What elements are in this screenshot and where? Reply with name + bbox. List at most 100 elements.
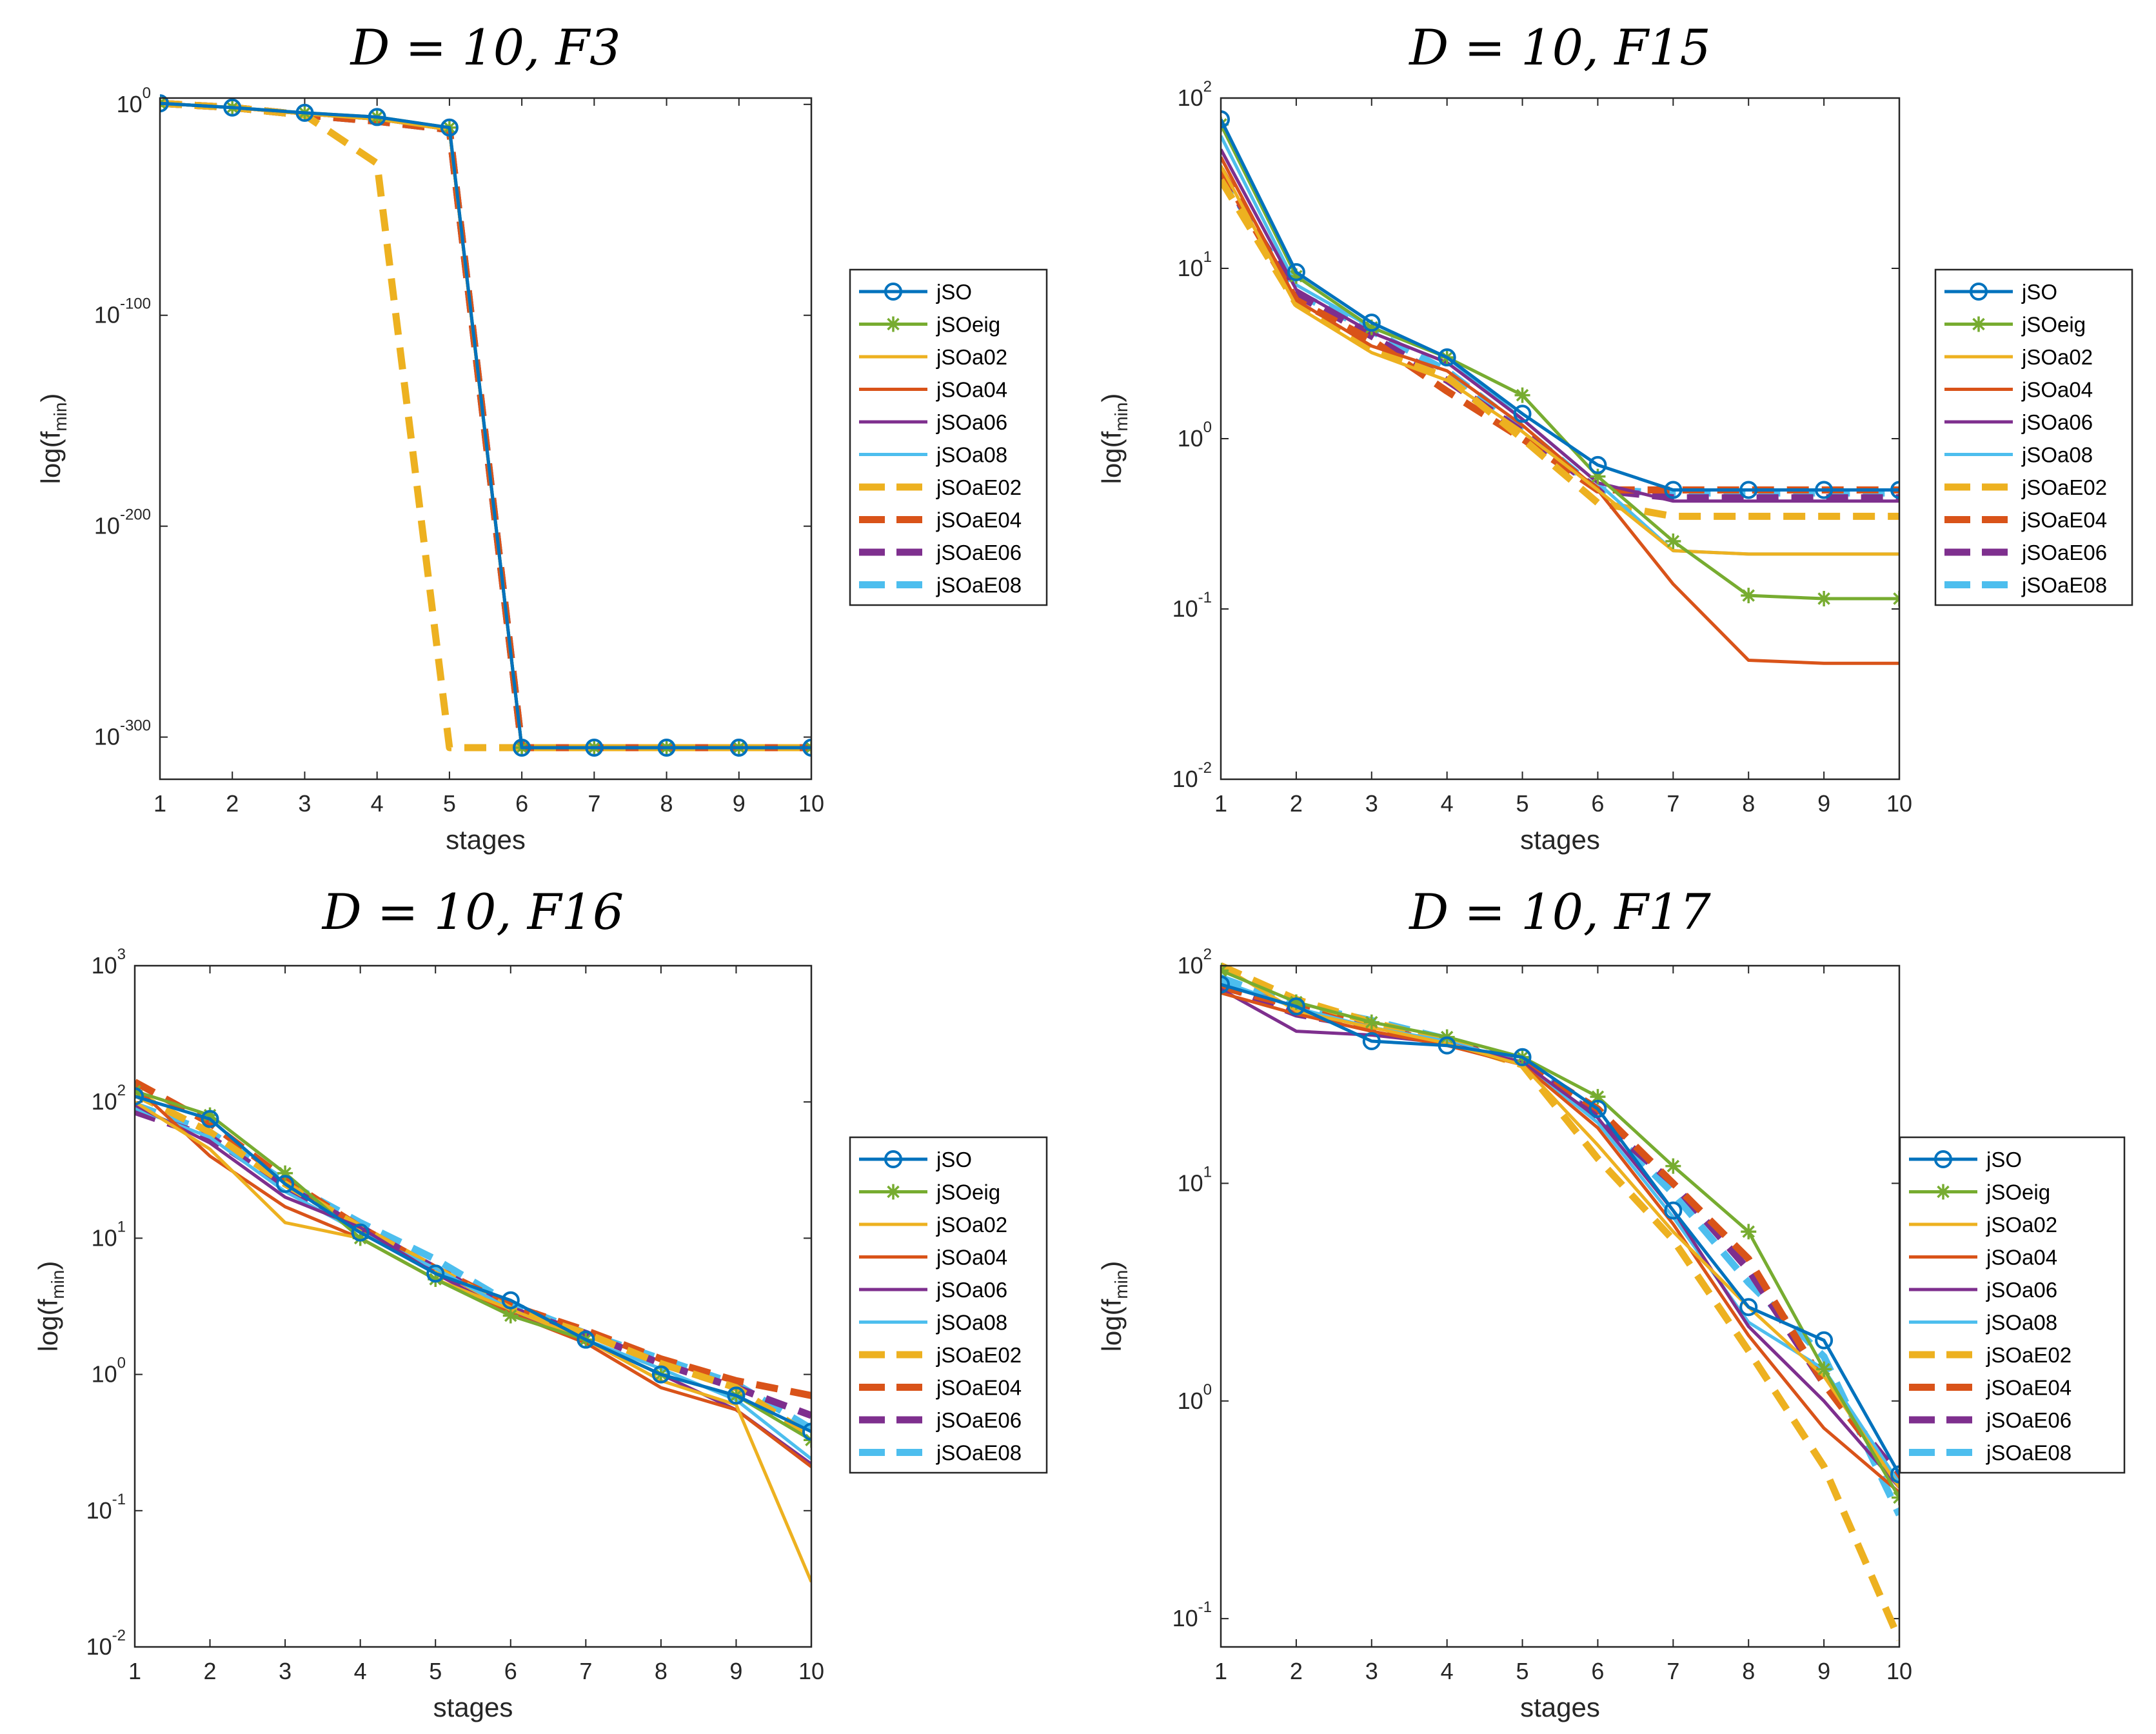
x-tick-label: 7 bbox=[1666, 1658, 1679, 1684]
point-jSO bbox=[1362, 314, 1381, 332]
y-tick-label: 101 bbox=[92, 1218, 126, 1251]
x-tick-label: 4 bbox=[354, 1658, 367, 1684]
point-jSO bbox=[1588, 455, 1607, 474]
legend-marker-jSO bbox=[1934, 1150, 1952, 1168]
y-label-subscript: min bbox=[48, 1270, 68, 1299]
y-label-subscript: min bbox=[50, 403, 70, 432]
point-jSO bbox=[1438, 348, 1456, 367]
point-jSO bbox=[351, 1223, 370, 1242]
y-tick-label: 10-100 bbox=[94, 295, 151, 328]
point-jSOeig bbox=[202, 1107, 218, 1123]
point-jSO bbox=[585, 738, 604, 757]
point-jSO bbox=[1221, 110, 1230, 128]
point-jSO bbox=[657, 738, 676, 757]
series-group bbox=[1221, 962, 1899, 1641]
point-jSOeig bbox=[1363, 319, 1380, 335]
y-axis-label: log(fmin) bbox=[33, 1261, 68, 1352]
chart-title: D = 10, F17 bbox=[1408, 883, 1711, 941]
x-tick-label: 7 bbox=[588, 790, 600, 817]
plot-area bbox=[135, 966, 811, 1647]
point-jSO bbox=[1287, 997, 1305, 1016]
y-label-main: log(f bbox=[1096, 1299, 1127, 1351]
y-tick-exponent: -200 bbox=[120, 506, 151, 524]
series-line-jSOa06 bbox=[1221, 988, 1899, 1489]
point-jSOeig bbox=[1741, 1224, 1757, 1240]
legend-label-jSO: jSO bbox=[936, 280, 972, 304]
y-label-close: ) bbox=[35, 394, 66, 403]
title-function: F16 bbox=[526, 883, 624, 941]
legend-marker-jSOeig bbox=[1935, 1184, 1951, 1200]
y-tick-exponent: -300 bbox=[120, 717, 151, 735]
x-tick-label: 2 bbox=[226, 790, 239, 817]
point-jSOeig bbox=[1590, 468, 1606, 484]
series-line-jSO bbox=[1221, 118, 1899, 492]
plot-frame bbox=[159, 97, 813, 781]
legend-label-jSOaE04: jSOaE04 bbox=[936, 508, 1022, 532]
point-jSO bbox=[501, 1291, 520, 1310]
y-label-subscript: min bbox=[1111, 1270, 1131, 1299]
point-jSOeig bbox=[1590, 1089, 1606, 1105]
y-label-close: ) bbox=[1096, 394, 1127, 403]
point-jSO bbox=[1739, 1298, 1758, 1317]
y-label-close: ) bbox=[33, 1261, 63, 1270]
x-axis-label: stages bbox=[446, 824, 526, 855]
x-tick-label: 3 bbox=[1365, 1658, 1378, 1684]
legend-label-jSOa02: jSOa02 bbox=[1986, 1213, 2057, 1237]
x-tick-label: 2 bbox=[1290, 790, 1303, 817]
y-tick-base: 10 bbox=[94, 302, 120, 328]
x-tick-label: 10 bbox=[1886, 1658, 1912, 1684]
y-axis-label: log(fmin) bbox=[1096, 394, 1131, 484]
series-line-jSOeig bbox=[1221, 123, 1899, 601]
plot-frame bbox=[134, 964, 813, 1648]
legend-label-jSOaE02: jSOaE02 bbox=[2021, 475, 2107, 499]
point-jSO bbox=[160, 94, 169, 113]
x-tick-label: 9 bbox=[733, 790, 746, 817]
title-function: F3 bbox=[554, 19, 620, 76]
y-tick-exponent: 2 bbox=[1203, 78, 1212, 95]
point-jSO bbox=[651, 1365, 670, 1384]
legend-label-jSOeig: jSOeig bbox=[1986, 1181, 2050, 1204]
legend: jSO jSOeig jSOa02 jSOa04 jSOa06 jSOa08 jSOaE02… bbox=[1934, 268, 2133, 606]
x-tick-label: 4 bbox=[1441, 790, 1454, 817]
series-line-jSOa04 bbox=[1221, 156, 1899, 665]
legend-label-jSOa06: jSOa06 bbox=[936, 410, 1007, 434]
x-tick-label: 6 bbox=[515, 790, 528, 817]
legend-label-jSO: jSO bbox=[2021, 280, 2057, 304]
y-tick-exponent: 1 bbox=[1203, 248, 1212, 266]
legend-label-jSOaE06: jSOaE06 bbox=[2021, 541, 2107, 564]
legend-marker-jSOeig bbox=[1971, 316, 1986, 332]
x-tick-label: 9 bbox=[1817, 1658, 1830, 1684]
y-tick-label: 102 bbox=[1178, 946, 1212, 979]
x-tick-label: 10 bbox=[1886, 790, 1912, 817]
x-tick-label: 6 bbox=[1591, 1658, 1604, 1684]
point-jSO bbox=[276, 1175, 295, 1193]
y-tick-exponent: 0 bbox=[117, 1355, 126, 1372]
legend-marker-jSOeig bbox=[885, 1184, 901, 1200]
x-tick-label: 8 bbox=[1742, 1658, 1755, 1684]
legend-label-jSOaE06: jSOaE06 bbox=[936, 1408, 1022, 1432]
chart-panel-f3: D = 10, F31 2 3 4 5 6 7 8 9 1010010-10010-20010-3… bbox=[35, 19, 1048, 855]
y-tick-base: 10 bbox=[86, 1633, 112, 1660]
point-jSO bbox=[368, 108, 386, 126]
series-line-jSOa02 bbox=[1221, 964, 1899, 1489]
legend-label-jSOaE04: jSOaE04 bbox=[1986, 1376, 2072, 1400]
y-tick-base: 10 bbox=[92, 1361, 117, 1388]
y-tick-base: 10 bbox=[92, 952, 117, 979]
y-tick-base: 10 bbox=[1172, 595, 1198, 622]
point-jSO bbox=[135, 1087, 144, 1106]
chart-title: D = 10, F16 bbox=[321, 883, 624, 941]
title-function: F15 bbox=[1613, 19, 1710, 76]
legend-label-jSOa08: jSOa08 bbox=[936, 1311, 1007, 1335]
y-tick-base: 10 bbox=[1178, 1170, 1203, 1196]
y-tick-label: 10-1 bbox=[1172, 589, 1212, 622]
point-jSO bbox=[727, 1386, 746, 1405]
legend-marker-jSO bbox=[884, 283, 902, 301]
series-line-jSOa02 bbox=[1221, 164, 1899, 556]
y-tick-exponent: 0 bbox=[143, 85, 151, 102]
series-line-jSO bbox=[1221, 982, 1899, 1475]
y-tick-exponent: 2 bbox=[1203, 946, 1212, 963]
title-prefix: D = 10, bbox=[349, 19, 555, 76]
point-jSOeig bbox=[1363, 1014, 1380, 1030]
